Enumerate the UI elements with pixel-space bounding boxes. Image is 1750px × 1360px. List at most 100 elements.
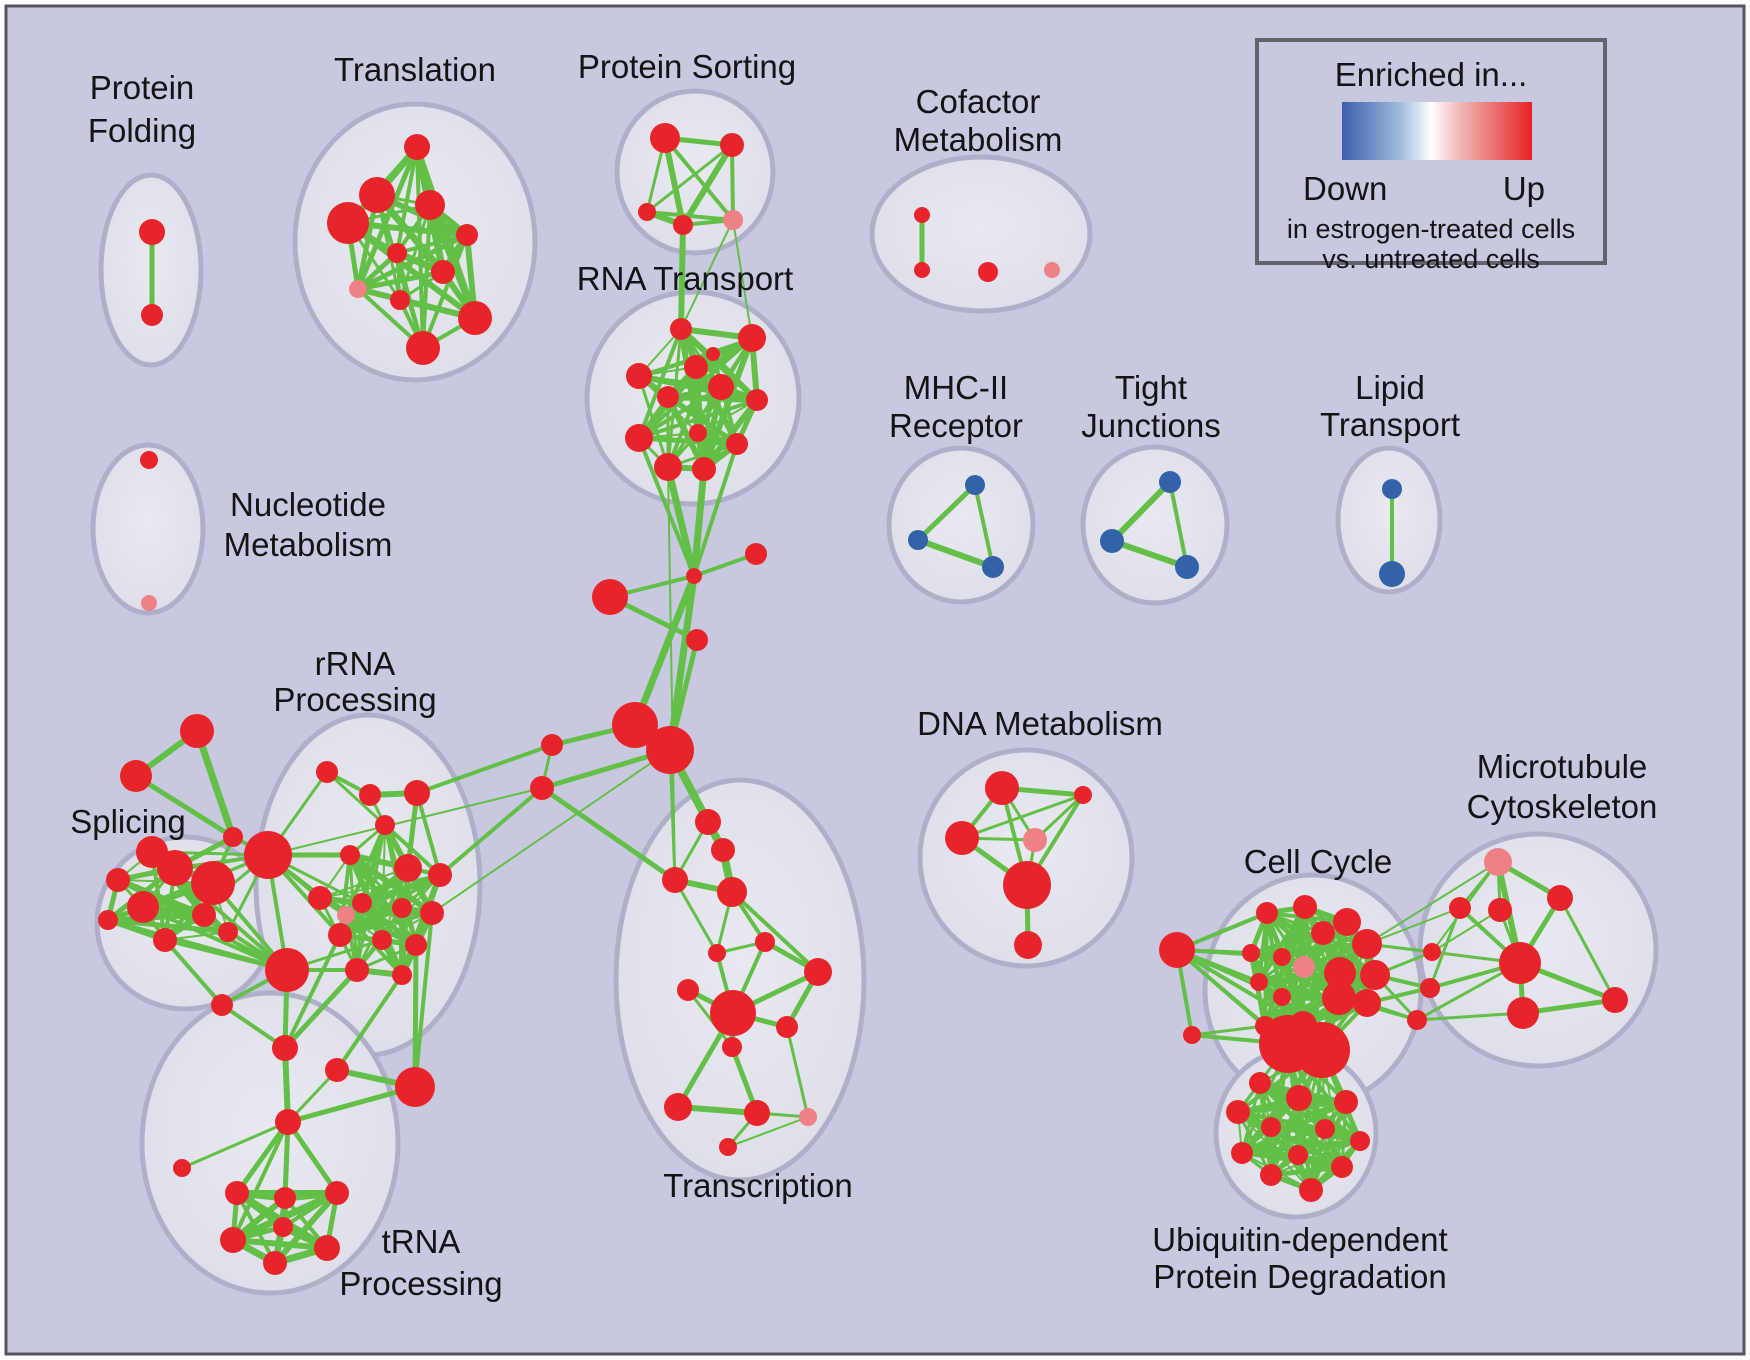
gene-set-node-up-158 <box>1299 1178 1323 1202</box>
network-edge <box>1168 480 1189 569</box>
network-edge <box>1296 1139 1362 1157</box>
gene-set-node-up-98 <box>662 867 688 893</box>
gene-set-node-up-79 <box>275 1109 301 1135</box>
gene-set-node-up-119 <box>1333 908 1361 936</box>
gene-set-node-up-147 <box>1249 1072 1271 1094</box>
gene-set-node-up-4 <box>327 202 369 244</box>
cluster-ellipse-tight-junctions <box>1080 444 1230 606</box>
gene-set-node-down-41 <box>1100 529 1124 553</box>
network-edge <box>105 917 231 935</box>
cluster-label-tight-junctions-line1: Tight <box>1115 369 1187 406</box>
gene-set-node-up-57 <box>244 831 292 879</box>
network-edge <box>1175 948 1284 999</box>
cluster-label-nucleotide-metabolism-line1: Nucleotide <box>230 486 386 523</box>
network-edge <box>960 793 1085 840</box>
network-edge <box>285 1084 418 1125</box>
cluster-label-cell-cycle-line1: Cell Cycle <box>1244 843 1393 880</box>
gene-set-node-up-153 <box>1350 1131 1370 1151</box>
gene-set-node-up-19 <box>914 262 930 278</box>
network-edge <box>686 988 734 1049</box>
cluster-label-cofactor-metabolism-line2: Metabolism <box>894 121 1063 158</box>
network-edge <box>785 1025 810 1119</box>
gene-set-node-up-7 <box>387 243 407 263</box>
gene-set-node-up-67 <box>392 898 412 918</box>
gene-set-node-up-150 <box>1226 1100 1250 1124</box>
network-edge <box>338 911 434 937</box>
gene-set-node-up-69 <box>328 923 352 947</box>
gene-set-node-up-121 <box>1352 929 1382 959</box>
network-edge <box>673 878 719 955</box>
gene-set-node-up-149 <box>1334 1090 1358 1114</box>
gene-set-node-up-29 <box>625 424 653 452</box>
network-edge <box>701 397 760 472</box>
gene-set-node-up-113 <box>1074 786 1092 804</box>
gene-set-node-up-107 <box>664 1093 692 1121</box>
legend: Enriched in... Down Up in estrogen-treat… <box>1255 38 1607 274</box>
gene-set-node-up-148 <box>1286 1085 1312 1111</box>
gene-set-node-up-3 <box>359 177 395 213</box>
gene-set-node-up-5 <box>415 190 445 220</box>
gene-set-node-up-108 <box>744 1100 770 1126</box>
gene-set-node-up-62 <box>340 845 360 865</box>
network-edge <box>234 1119 291 1196</box>
gene-set-node-up-123 <box>1273 948 1291 966</box>
network-edge <box>645 143 734 214</box>
gene-set-node-up-117 <box>1256 902 1278 924</box>
cluster-label-splicing-line1: Splicing <box>70 803 186 840</box>
gene-set-node-up-155 <box>1288 1145 1308 1165</box>
cluster-label-protein-sorting-line1: Protein Sorting <box>578 48 796 85</box>
gene-set-node-up-138 <box>1420 978 1440 998</box>
cluster-label-mhc-ii-receptor-line2: Receptor <box>889 407 1023 444</box>
network-edge <box>1366 861 1499 945</box>
gene-set-node-up-103 <box>677 979 699 1001</box>
network-edge <box>727 1116 809 1148</box>
network-edge <box>730 143 735 222</box>
gene-set-node-up-54 <box>153 928 177 952</box>
network-edge <box>692 442 739 578</box>
gene-set-node-up-71 <box>405 934 427 956</box>
gene-set-node-up-88 <box>686 568 702 584</box>
gene-set-node-up-122 <box>1242 944 1260 962</box>
gene-set-node-up-59 <box>359 784 381 806</box>
cluster-ellipse-nucleotide-metabolism <box>90 442 206 616</box>
gene-set-node-up-32 <box>654 453 682 481</box>
gene-set-node-up-50 <box>106 868 130 892</box>
gene-set-node-up-159 <box>265 948 309 992</box>
gene-set-node-up-145 <box>1602 987 1628 1013</box>
legend-subtitle-line1: in estrogen-treated cells <box>1286 214 1576 244</box>
cluster-label-transcription-line1: Transcription <box>663 1167 853 1204</box>
gene-set-node-up-136 <box>1294 1022 1350 1078</box>
network-edge <box>272 1190 340 1266</box>
network-edge <box>1190 1024 1267 1037</box>
gene-set-node-up-89 <box>745 543 767 565</box>
network-edge <box>1240 1127 1327 1155</box>
gene-set-node-up-130 <box>1353 989 1381 1017</box>
cluster-ellipse-microtubule-cytoskeleton <box>1417 831 1659 1069</box>
network-edge <box>325 770 387 827</box>
gene-set-node-up-143 <box>1499 942 1541 984</box>
network-edge <box>283 933 342 1050</box>
cluster-labels: Protein Folding Translation Protein Sorting… <box>70 48 1657 1302</box>
network-edge <box>163 938 224 1007</box>
gene-set-node-up-14 <box>720 133 744 157</box>
cluster-label-ubiquitin-degradation-line2: Protein Degradation <box>1153 1258 1447 1295</box>
network-edge <box>344 913 418 947</box>
network-edge <box>412 942 419 1090</box>
gene-set-node-up-105 <box>776 1016 798 1038</box>
network-edge <box>319 874 441 899</box>
cluster-label-cofactor-metabolism-line1: Cofactor <box>916 83 1041 120</box>
gene-set-node-down-40 <box>1159 471 1181 493</box>
gene-set-node-up-weak-9 <box>349 280 367 298</box>
gene-set-node-down-44 <box>1379 561 1405 587</box>
network-edge <box>1268 1164 1345 1178</box>
gene-set-node-up-25 <box>626 363 652 389</box>
gene-set-node-down-39 <box>982 556 1004 578</box>
gene-set-node-down-37 <box>965 475 985 495</box>
legend-title: Enriched in... <box>1334 56 1528 93</box>
gene-set-node-up-141 <box>1547 885 1573 911</box>
cluster-label-lipid-transport-line2: Transport <box>1320 406 1460 443</box>
gene-set-node-up-96 <box>695 809 721 835</box>
gene-set-node-up-92 <box>612 702 658 748</box>
gene-set-node-up-0 <box>139 219 165 245</box>
network-edge <box>637 436 696 578</box>
